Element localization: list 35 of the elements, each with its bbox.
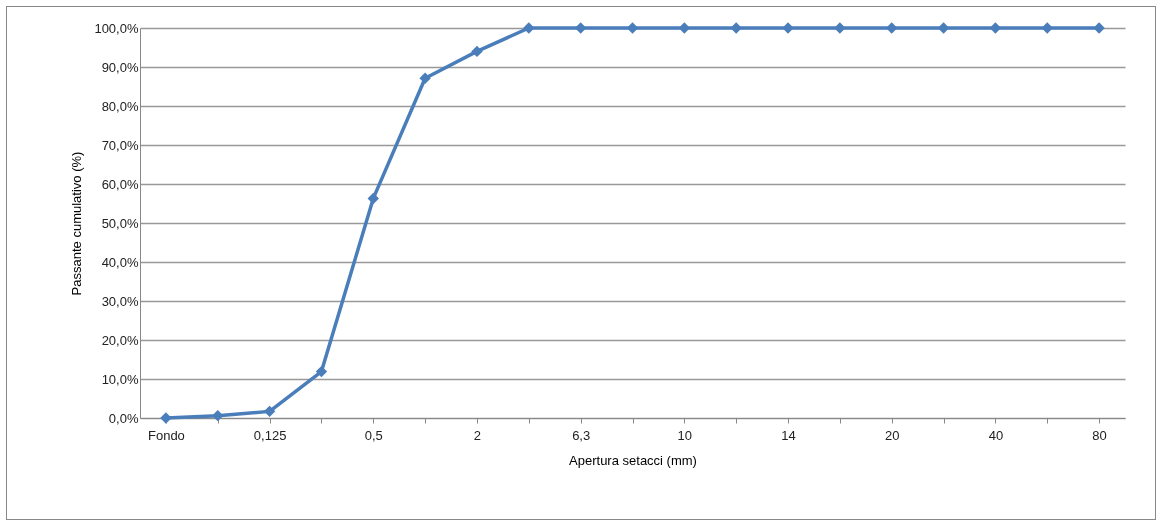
y-tick-label: 90,0% [101, 59, 139, 75]
y-axis-title: Passante cumulativo (%) [69, 151, 85, 296]
x-tick-label: Fondo [147, 427, 185, 443]
point [730, 22, 742, 34]
y-tick-label: 20,0% [101, 332, 139, 348]
x-tick-label: 6,3 [572, 427, 591, 443]
y-tick-label: 100,0% [94, 20, 139, 36]
x-tick-label: 14 [781, 427, 796, 443]
y-tick-label: 80,0% [101, 98, 139, 114]
point [419, 72, 431, 85]
y-tick-label: 40,0% [101, 254, 139, 270]
point [367, 192, 379, 205]
x-axis-title: Apertura setacci (mm) [569, 452, 697, 468]
point [315, 365, 328, 378]
x-tick-label: 40 [988, 427, 1004, 443]
point [834, 22, 846, 34]
point [523, 22, 535, 34]
point [263, 405, 276, 418]
y-tick-label: 60,0% [101, 176, 139, 192]
point [1093, 22, 1105, 34]
x-tick-label: 20 [884, 427, 900, 443]
x-tick-label: 80 [1092, 427, 1107, 443]
y-tick-label: 30,0% [101, 293, 139, 309]
point [1041, 22, 1053, 34]
point [471, 45, 483, 58]
x-tick-label: 0,5 [364, 427, 383, 443]
point [782, 22, 794, 34]
y-tick-label: 0,0% [108, 410, 139, 426]
x-tick-label: 0,125 [253, 427, 287, 443]
y-tick-label: 50,0% [101, 215, 139, 231]
point [160, 412, 172, 424]
x-tick-label: 10 [677, 427, 693, 443]
x-tick-label: 2 [473, 427, 482, 443]
y-tick-label: 10,0% [101, 371, 139, 387]
y-tick-label: 70,0% [101, 137, 139, 153]
